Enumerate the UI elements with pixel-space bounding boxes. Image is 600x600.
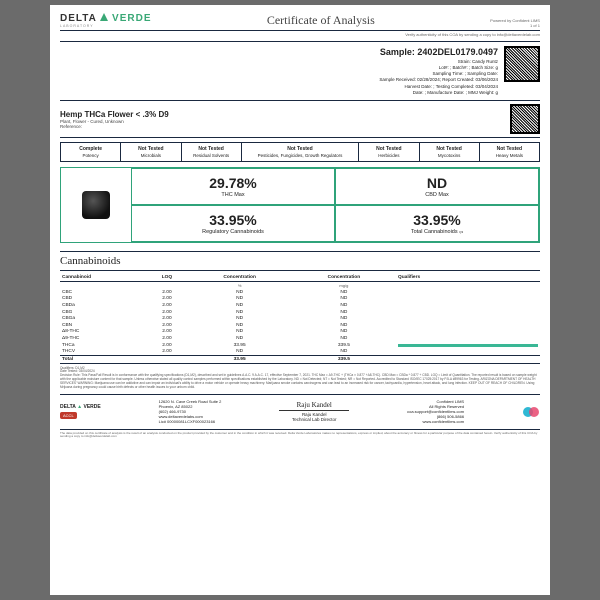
confident-logo-icon	[522, 403, 540, 421]
qr-code	[504, 46, 540, 82]
test-cell: CompletePotency	[61, 143, 121, 161]
cannabinoid-table: CannabinoidLOQConcentrationConcentration…	[60, 274, 540, 363]
lab-contact: DELTA ▲ VERDE ACCL	[60, 404, 101, 420]
metric-cell: NDCBD Max	[335, 168, 539, 205]
mfg: Date: ; Manufacture Date: ; MMJ Weight: …	[379, 90, 498, 96]
lims-contact: Confident LIMS All Rights Reserved coa.s…	[407, 399, 464, 425]
signature: Raju Kandel Raju Kandel Technical Lab Di…	[279, 401, 349, 422]
table-row: Δ8-THC2.00NDND	[60, 329, 540, 336]
test-cell: Not TestedResidual Solvents	[182, 143, 242, 161]
lab-address: 12620 N. Cave Creek Road Suite 2 Phoenix…	[159, 399, 222, 425]
qr-code-2	[510, 104, 540, 134]
metric-cell: 29.78%THC Max	[131, 168, 335, 205]
coa-page: DELTA VERDE LABORATORY Certificate of An…	[50, 5, 550, 595]
product-ref: Reference:	[60, 124, 169, 129]
logo: DELTA VERDE LABORATORY	[60, 13, 152, 28]
verify-note: Verify authenticity of this COA by sendi…	[60, 32, 540, 37]
test-cell: Not TestedHeavy Metals	[480, 143, 539, 161]
table-row: Δ9-THC2.00NDND	[60, 335, 540, 342]
metric-cell: 33.95%Total Cannabinoids Q3	[335, 205, 539, 242]
page-number: 1 of 1	[490, 23, 540, 28]
footer: DELTA ▲ VERDE ACCL 12620 N. Cave Creek R…	[60, 394, 540, 430]
test-summary-row: CompletePotencyNot TestedMicrobialsNot T…	[60, 142, 540, 162]
qualifiers-note: Qualifiers: D1,M2 Date Tested: 03/04/202…	[60, 367, 540, 390]
metric-cell: 33.95%Regulatory Cannabinoids	[131, 205, 335, 242]
test-cell: Not TestedPesticides, Fungicides, Growth…	[242, 143, 360, 161]
table-row: CBN2.00NDND	[60, 322, 540, 329]
product-name: Hemp THCa Flower < .3% D9	[60, 110, 169, 119]
table-row: CBDa2.00NDND	[60, 302, 540, 309]
table-row: CBG2.00NDND	[60, 309, 540, 316]
sample-id: Sample: 2402DEL0179.0497	[379, 46, 498, 59]
test-cell: Not TestedMycotoxins	[420, 143, 480, 161]
table-row: CBD2.00NDND	[60, 296, 540, 303]
header: DELTA VERDE LABORATORY Certificate of An…	[60, 13, 540, 31]
disclaimer: The data provided on this certificate of…	[60, 432, 540, 439]
sample-block: Sample: 2402DEL0179.0497 Strain: Candy R…	[60, 46, 540, 96]
received: Sample Received: 02/28/2024; Report Crea…	[379, 77, 498, 83]
table-row: CBGa2.00NDND	[60, 315, 540, 322]
table-row: CBC2.00NDND	[60, 289, 540, 296]
test-cell: Not TestedMicrobials	[121, 143, 181, 161]
table-row: THCV2.00NDND	[60, 348, 540, 355]
test-cell: Not TestedHerbicides	[359, 143, 419, 161]
accl-badge: ACCL	[60, 412, 77, 419]
sample-photo	[61, 168, 131, 242]
metrics-panel: 29.78%THC MaxNDCBD Max33.95%Regulatory C…	[60, 167, 540, 243]
table-row: THCa2.0033.95339.5	[60, 342, 540, 349]
product-header: Hemp THCa Flower < .3% D9 Plant, Flower …	[60, 100, 540, 138]
section-heading: Cannabinoids	[60, 251, 540, 271]
doc-title: Certificate of Analysis	[267, 13, 375, 28]
